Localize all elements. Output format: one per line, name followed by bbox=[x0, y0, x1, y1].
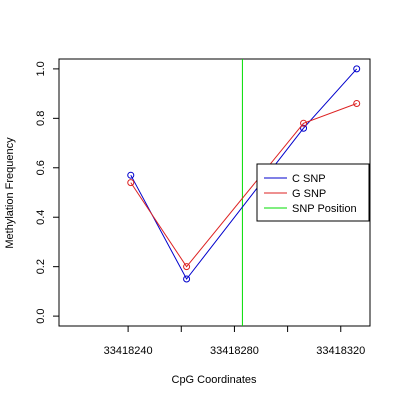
y-tick-label: 0.2 bbox=[35, 259, 47, 274]
data-point-c-snp bbox=[353, 65, 361, 73]
y-tick-label: 0.6 bbox=[35, 160, 47, 175]
y-tick-label: 0.0 bbox=[35, 308, 47, 323]
legend-label-c-snp: C SNP bbox=[292, 173, 326, 185]
series-line-c-snp bbox=[130, 68, 358, 280]
data-point-g-snp bbox=[300, 119, 308, 127]
series-line-g-snp bbox=[130, 103, 357, 268]
data-point-g-snp bbox=[353, 100, 361, 107]
x-axis: 33418240 33418280 33418320 bbox=[104, 326, 365, 357]
x-axis-label: CpG Coordinates bbox=[172, 374, 257, 386]
data-point-g-snp bbox=[127, 179, 135, 187]
plot-frame bbox=[58, 58, 371, 327]
x-tick-label: 33418280 bbox=[210, 345, 259, 357]
legend: C SNP G SNP SNP Position bbox=[256, 163, 370, 222]
data-point-c-snp bbox=[127, 171, 135, 179]
y-tick-label: 1.0 bbox=[35, 61, 47, 76]
legend-label-snp-position: SNP Position bbox=[292, 203, 357, 215]
x-tick-label: 33418320 bbox=[316, 345, 365, 357]
data-point-c-snp bbox=[183, 275, 191, 283]
data-point-c-snp bbox=[300, 124, 308, 132]
x-tick-label: 33418240 bbox=[104, 345, 153, 357]
series-layer bbox=[127, 65, 361, 283]
y-axis-label: Methylation Frequency bbox=[4, 137, 16, 249]
data-point-g-snp bbox=[183, 263, 191, 271]
y-axis: 0.0 0.2 0.4 0.6 0.8 1.0 bbox=[35, 61, 59, 324]
y-tick-label: 0.8 bbox=[35, 111, 47, 126]
legend-label-g-snp: G SNP bbox=[292, 188, 326, 200]
y-tick-label: 0.4 bbox=[35, 210, 47, 225]
